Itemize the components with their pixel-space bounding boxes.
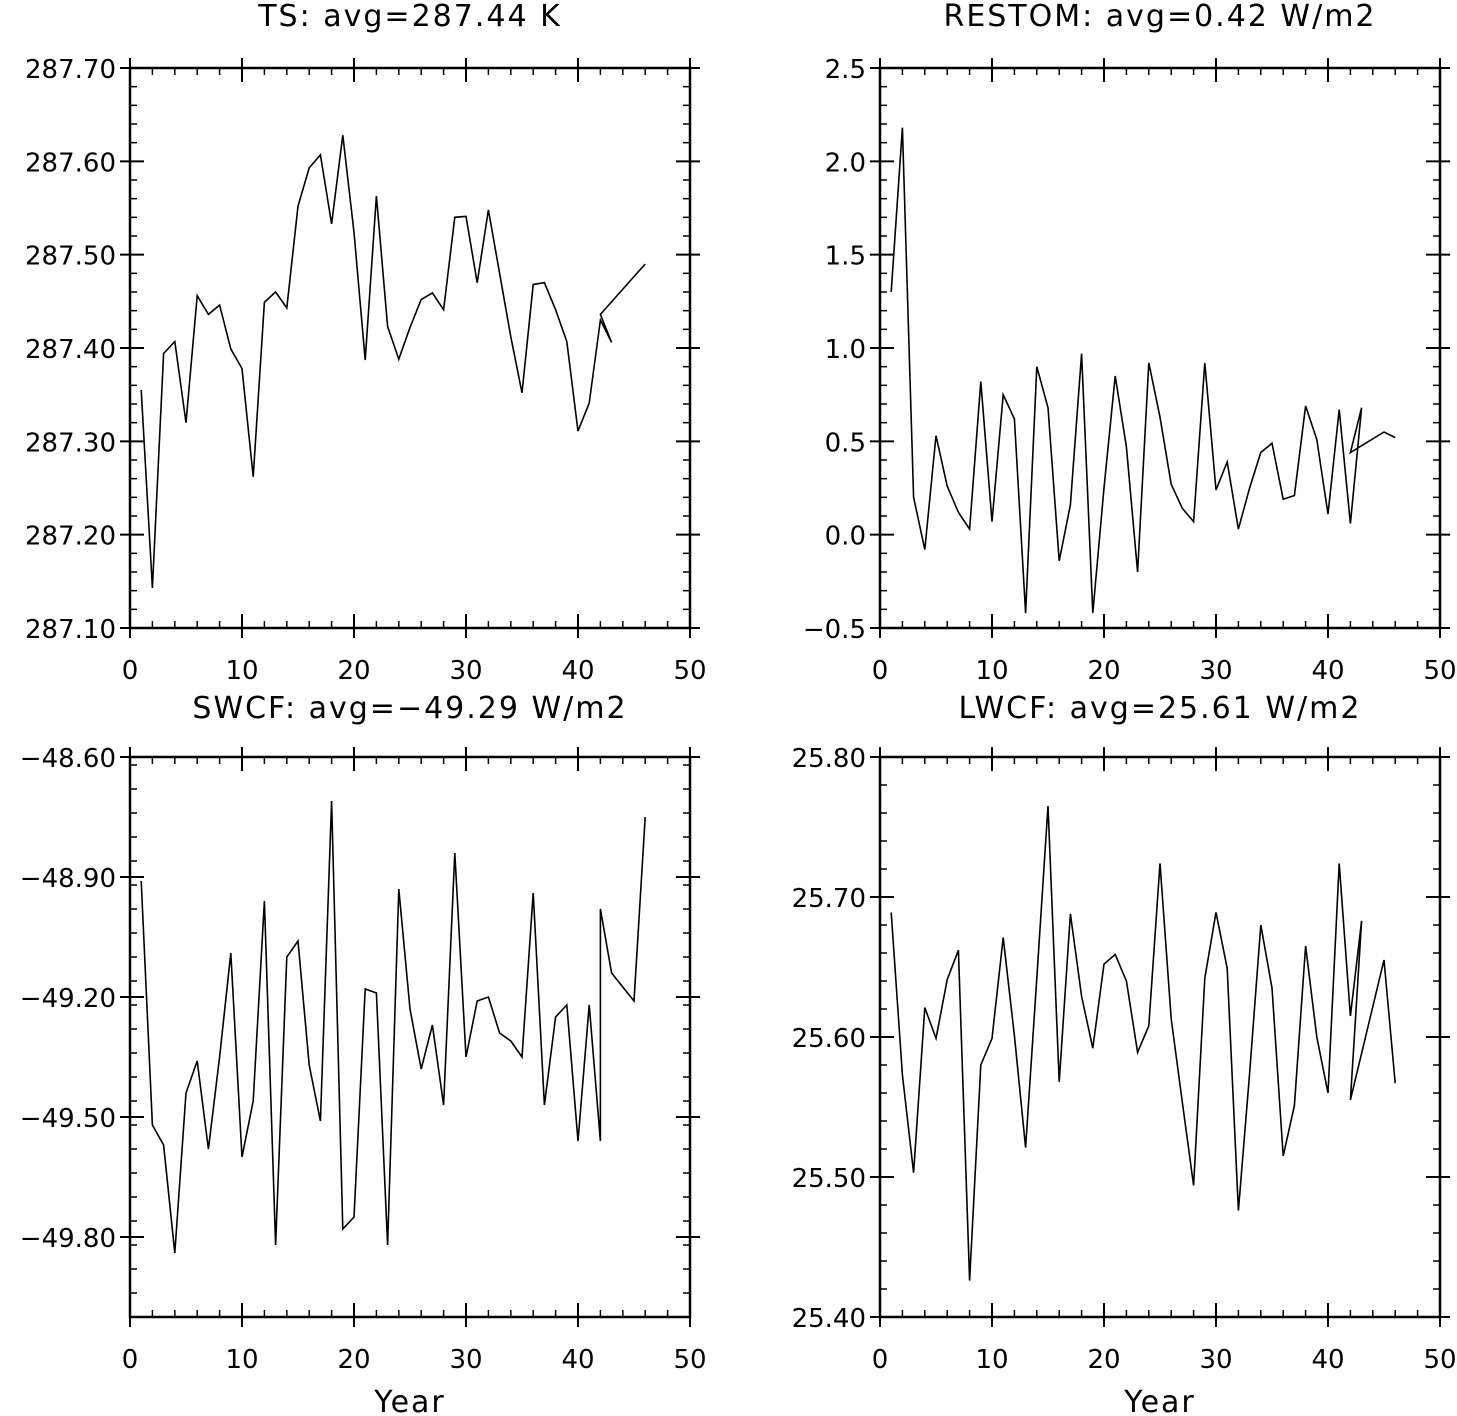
x-tick-label: 30 — [449, 656, 482, 686]
y-tick-label: 287.60 — [25, 148, 116, 178]
y-tick-label: 1.0 — [825, 335, 866, 365]
y-tick-label: −49.20 — [20, 984, 116, 1014]
x-tick-label: 50 — [1423, 1345, 1456, 1375]
x-tick-label: 20 — [337, 1345, 370, 1375]
plot-frame — [878, 755, 1442, 1319]
panel-title: TS: avg=287.44 K — [257, 0, 562, 34]
y-tick-label: −48.90 — [20, 864, 116, 894]
y-tick-label: 25.60 — [792, 1024, 866, 1054]
y-tick-label: 287.10 — [25, 615, 116, 645]
panel-title: SWCF: avg=−49.29 W/m2 — [192, 691, 627, 726]
y-tick-label: 25.80 — [792, 744, 866, 774]
series-line — [140, 135, 646, 588]
y-tick-label: 25.40 — [792, 1304, 866, 1334]
series-line — [890, 805, 1396, 1281]
y-tick-label: −0.5 — [803, 615, 866, 645]
panel-title: RESTOM: avg=0.42 W/m2 — [943, 0, 1376, 34]
x-axis-label: Year — [373, 1385, 446, 1416]
y-tick-label: −49.80 — [20, 1224, 116, 1254]
y-tick-label: 287.20 — [25, 522, 116, 552]
series-line — [140, 800, 646, 1254]
x-tick-label: 10 — [975, 656, 1008, 686]
y-tick-label: −48.60 — [20, 744, 116, 774]
x-tick-label: 50 — [673, 656, 706, 686]
x-tick-label: 40 — [561, 1345, 594, 1375]
x-axis-label: Year — [1123, 1385, 1196, 1416]
x-tick-label: 30 — [449, 1345, 482, 1375]
y-tick-label: 287.50 — [25, 242, 116, 272]
y-tick-label: 25.50 — [792, 1164, 866, 1194]
x-tick-label: 20 — [1087, 1345, 1120, 1375]
y-tick-label: 287.70 — [25, 55, 116, 85]
panel-title: LWCF: avg=25.61 W/m2 — [959, 691, 1362, 726]
y-tick-label: 1.5 — [825, 242, 866, 272]
x-tick-label: 0 — [122, 1345, 139, 1375]
x-tick-label: 40 — [1311, 1345, 1344, 1375]
x-tick-label: 40 — [561, 656, 594, 686]
panel-lwcf: LWCF: avg=25.61 W/m2 Year 0 10 20 30 40 50 25.… — [792, 691, 1457, 1416]
x-tick-label: 40 — [1311, 656, 1344, 686]
plot-frame — [128, 66, 692, 630]
plot-frame — [128, 755, 692, 1319]
x-tick-label: 10 — [975, 1345, 1008, 1375]
x-tick-label: 50 — [1423, 656, 1456, 686]
series-line — [890, 127, 1396, 614]
y-tick-label: −49.50 — [20, 1104, 116, 1134]
panel-restom: RESTOM: avg=0.42 W/m2 0 10 20 30 40 50 −0.5 0.0… — [803, 0, 1457, 686]
x-tick-label: 10 — [225, 1345, 258, 1375]
x-tick-label: 20 — [337, 656, 370, 686]
x-tick-label: 0 — [122, 656, 139, 686]
x-tick-label: 0 — [872, 1345, 889, 1375]
x-tick-label: 50 — [673, 1345, 706, 1375]
panel-ts: TS: avg=287.44 K 0 10 20 30 40 50 287.10 287.20… — [25, 0, 707, 686]
x-tick-label: 0 — [872, 656, 889, 686]
x-tick-label: 30 — [1199, 656, 1232, 686]
y-tick-label: 0.5 — [825, 428, 866, 458]
plot-frame — [878, 66, 1442, 630]
y-tick-label: 2.0 — [825, 148, 866, 178]
y-tick-label: 2.5 — [825, 55, 866, 85]
y-tick-label: 287.30 — [25, 428, 116, 458]
x-tick-label: 10 — [225, 656, 258, 686]
x-tick-label: 30 — [1199, 1345, 1232, 1375]
y-tick-label: 25.70 — [792, 884, 866, 914]
panel-swcf: SWCF: avg=−49.29 W/m2 Year 0 10 20 30 40 50 −4… — [20, 691, 707, 1416]
y-tick-label: 287.40 — [25, 335, 116, 365]
y-tick-label: 0.0 — [825, 522, 866, 552]
x-tick-label: 20 — [1087, 656, 1120, 686]
